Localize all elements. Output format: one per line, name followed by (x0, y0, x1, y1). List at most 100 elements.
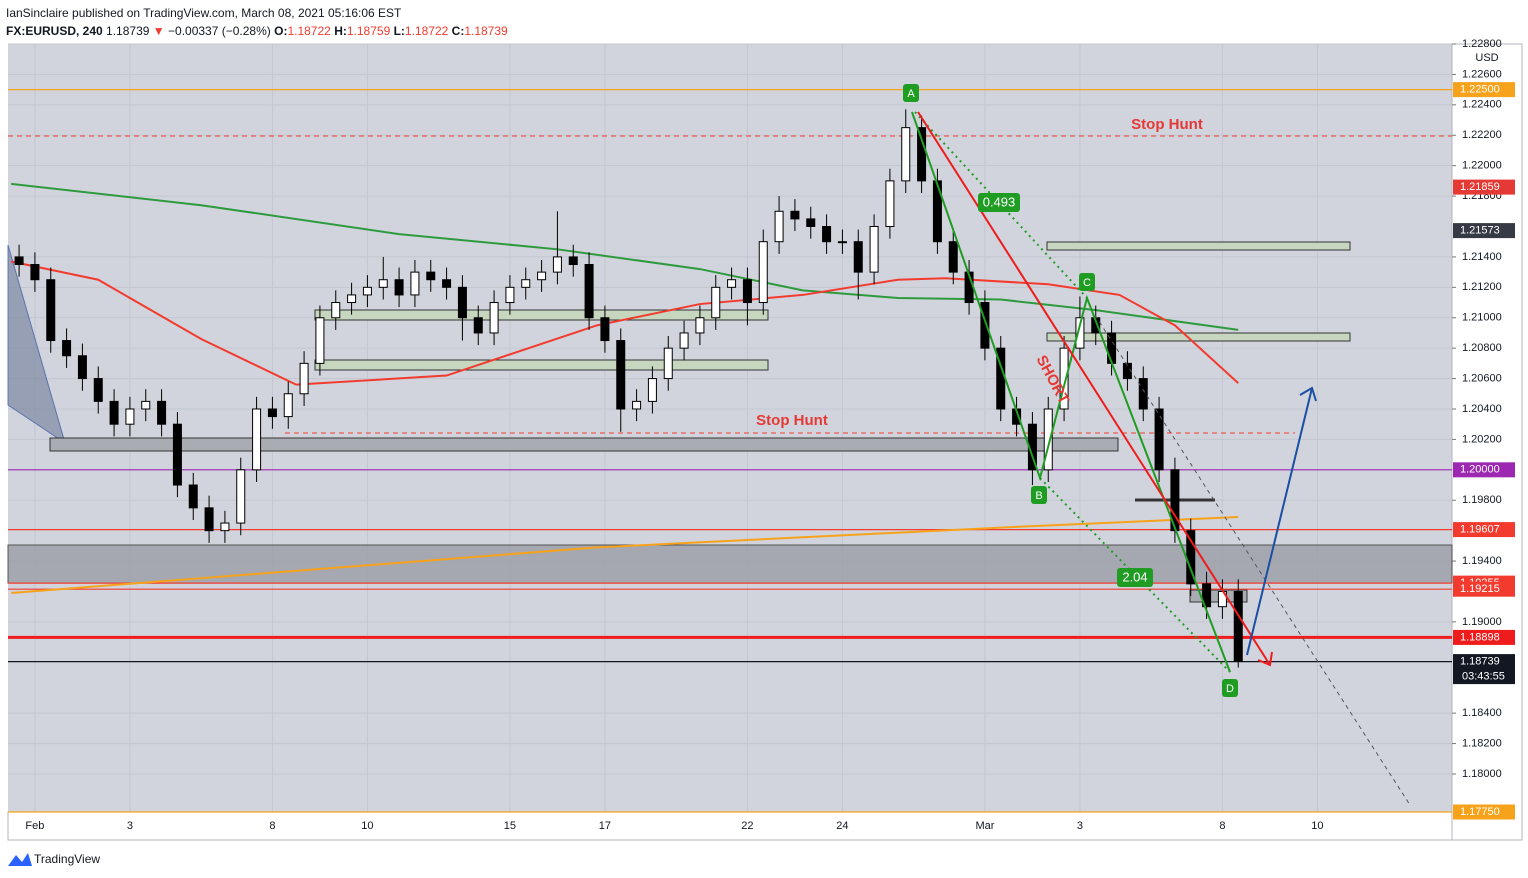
zone (314, 309, 769, 321)
price-badge-label: 1.21859 (1460, 181, 1500, 193)
candle-body (1043, 408, 1053, 471)
open-label: O: (274, 24, 288, 38)
short-arrow (917, 111, 1271, 666)
candle-body (267, 408, 277, 418)
candle-body (62, 340, 72, 357)
candle (727, 267, 737, 300)
price-badge-label: 1.19607 (1460, 523, 1500, 535)
y-tick-label: 1.20800 (1462, 342, 1502, 354)
candle-body (473, 317, 483, 334)
candle (996, 335, 1006, 422)
candle (220, 510, 230, 543)
price-badge-label: 1.21573 (1460, 225, 1500, 237)
candle-body (837, 241, 847, 244)
candle-body (521, 279, 531, 288)
x-tick-label: 3 (1077, 820, 1083, 832)
y-tick-label: 1.19000 (1462, 616, 1502, 628)
y-tick-label: 1.22000 (1462, 160, 1502, 172)
price-badge (1453, 581, 1515, 597)
price-badge (1453, 654, 1515, 685)
candle-body (109, 400, 119, 425)
brand-name: TradingView (34, 852, 100, 866)
candle (77, 343, 87, 391)
symbol-line: FX:EURUSD, 240 1.18739 ▼ −0.00337 (−0.28… (6, 22, 508, 40)
x-tick-label: 8 (1219, 820, 1225, 832)
candle (14, 244, 24, 277)
candle-body (1154, 408, 1164, 471)
candle (188, 472, 198, 521)
candle-body (1059, 347, 1069, 410)
candle (172, 412, 182, 498)
candle (347, 282, 357, 315)
candle (362, 275, 372, 308)
candle-body (853, 241, 863, 273)
candle-body (616, 340, 626, 410)
close: 1.18739 (464, 24, 508, 38)
y-tick-label: 1.18000 (1462, 768, 1502, 780)
candle-body (1091, 317, 1101, 334)
y-tick-label: 1.18400 (1462, 707, 1502, 719)
candle (711, 275, 721, 330)
candle (157, 389, 167, 437)
candle (30, 252, 40, 292)
stop-hunt: Stop Hunt (756, 412, 828, 429)
x-tick-label: 3 (127, 820, 133, 832)
candle (46, 267, 56, 353)
candle-body (774, 210, 784, 243)
candle-body (1202, 583, 1212, 608)
point-box (903, 84, 919, 102)
candle-body (948, 241, 958, 273)
candle (806, 206, 816, 239)
candle-body (489, 302, 499, 334)
candle-body (46, 279, 56, 342)
candle-body (1075, 317, 1085, 349)
candle-body (204, 507, 214, 532)
currency: USD (1475, 52, 1498, 64)
candle-body (901, 127, 911, 182)
plot-bg (8, 44, 1452, 812)
candle (473, 305, 483, 346)
candle (790, 199, 800, 232)
candle-body (806, 218, 816, 227)
arrow: ▼ (152, 24, 165, 38)
x-tick-label: Mar (975, 820, 994, 832)
candle (1138, 366, 1148, 422)
candle (521, 267, 531, 300)
candle-body (188, 484, 198, 509)
candle (267, 396, 277, 429)
last: 1.18739 (106, 24, 150, 38)
candle (299, 351, 309, 406)
zone (1046, 332, 1351, 342)
candle-body (695, 317, 705, 334)
header: IanSinclaire published on TradingView.co… (6, 4, 508, 40)
low-label: L: (393, 24, 405, 38)
candle (426, 259, 436, 292)
price-badge (1453, 223, 1515, 239)
candle (568, 244, 578, 277)
candle-body (790, 210, 800, 220)
candle (1091, 305, 1101, 346)
candle-body (236, 469, 246, 524)
candle-body (14, 256, 24, 266)
candle-body (758, 241, 768, 304)
price-scale (1451, 43, 1523, 841)
candle-body (552, 256, 562, 273)
candle-body (727, 279, 737, 288)
zone (1046, 241, 1351, 251)
candle (1043, 396, 1053, 482)
candle (616, 328, 626, 432)
price-badge-label: 1.18739 (1460, 655, 1500, 667)
candle (378, 256, 388, 300)
x-tick-label: 22 (741, 820, 753, 832)
point-box (1079, 273, 1095, 291)
candle-body (1138, 378, 1148, 410)
candle (758, 229, 768, 315)
candle (932, 168, 942, 254)
candle-body (93, 378, 103, 402)
ratio-box (978, 193, 1020, 212)
point-box (1222, 679, 1238, 697)
y-tick-label: 1.20200 (1462, 433, 1502, 445)
change: −0.00337 (−0.28%) (168, 24, 271, 38)
price-badge (1453, 804, 1515, 820)
